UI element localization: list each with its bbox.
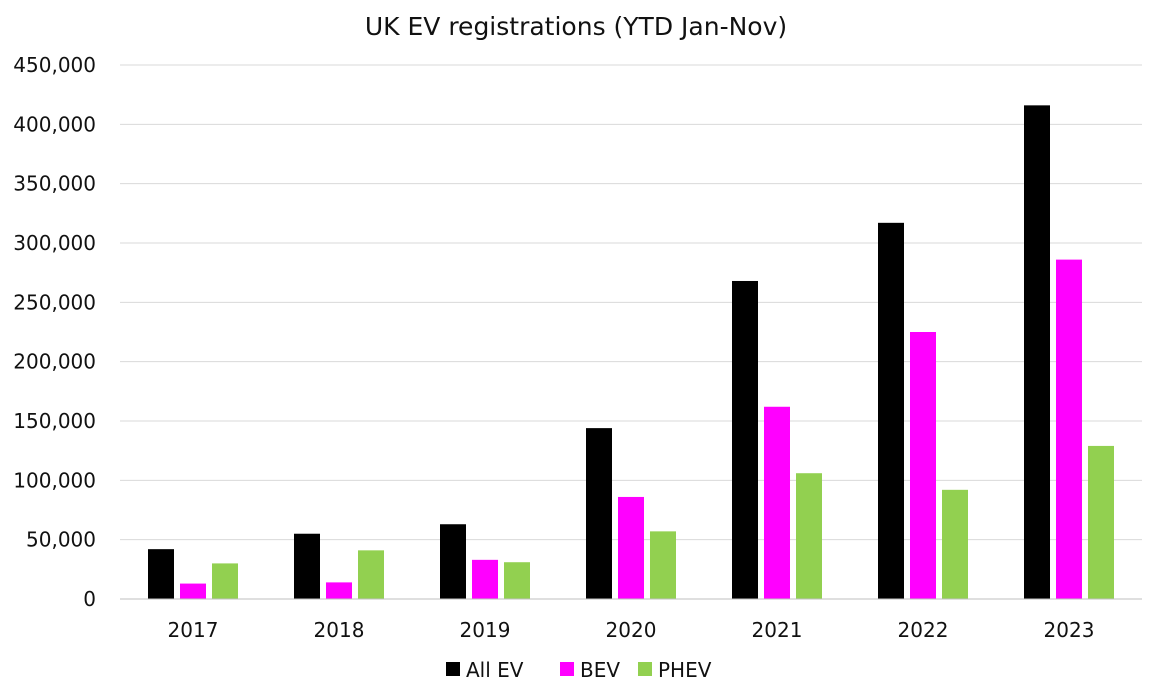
x-tick-label: 2018 bbox=[314, 618, 365, 642]
legend-swatch-phev bbox=[638, 662, 652, 676]
bar-bev-2023 bbox=[1056, 259, 1082, 599]
gridlines bbox=[120, 64, 1142, 541]
chart-title: UK EV registrations (YTD Jan-Nov) bbox=[365, 12, 787, 41]
bar-bev-2019 bbox=[472, 559, 498, 599]
bar-phev-2023 bbox=[1088, 445, 1114, 599]
bar-all-ev-2020 bbox=[586, 428, 612, 599]
bar-phev-2017 bbox=[212, 563, 238, 599]
x-axis-ticks: 2017 2018 2019 2020 2021 2022 2023 bbox=[168, 618, 1095, 642]
legend-swatch-all-ev bbox=[446, 662, 460, 676]
bar-all-ev-2018 bbox=[294, 533, 320, 599]
legend-label: All EV bbox=[466, 658, 524, 682]
y-tick-label: 150,000 bbox=[13, 409, 96, 433]
y-tick-label: 200,000 bbox=[13, 350, 96, 374]
bar-all-ev-2017 bbox=[148, 549, 174, 599]
legend-swatch-bev bbox=[560, 662, 574, 676]
bar-bev-2022 bbox=[910, 332, 936, 599]
y-tick-label: 100,000 bbox=[13, 468, 96, 492]
bar-phev-2022 bbox=[942, 489, 968, 599]
x-tick-label: 2019 bbox=[460, 618, 511, 642]
bars bbox=[148, 105, 1114, 599]
bar-all-ev-2023 bbox=[1024, 105, 1050, 599]
bar-bev-2017 bbox=[180, 583, 206, 599]
bar-phev-2021 bbox=[796, 473, 822, 599]
bar-all-ev-2021 bbox=[732, 280, 758, 599]
bar-bev-2018 bbox=[326, 582, 352, 599]
y-tick-label: 350,000 bbox=[13, 172, 96, 196]
y-axis-ticks: 0 50,000 100,000 150,000 200,000 250,000 300,0… bbox=[13, 53, 96, 611]
y-tick-label: 250,000 bbox=[13, 290, 96, 314]
y-tick-label: 400,000 bbox=[13, 112, 96, 136]
bar-phev-2020 bbox=[650, 531, 676, 599]
x-tick-label: 2021 bbox=[752, 618, 803, 642]
bar-phev-2018 bbox=[358, 550, 384, 599]
x-tick-label: 2017 bbox=[168, 618, 219, 642]
y-tick-label: 0 bbox=[83, 587, 96, 611]
bar-phev-2019 bbox=[504, 562, 530, 599]
legend: All EV BEV PHEV bbox=[446, 658, 712, 682]
y-tick-label: 300,000 bbox=[13, 231, 96, 255]
x-tick-label: 2020 bbox=[606, 618, 657, 642]
y-tick-label: 50,000 bbox=[26, 528, 96, 552]
x-tick-label: 2023 bbox=[1044, 618, 1095, 642]
legend-label: PHEV bbox=[658, 658, 712, 682]
bar-all-ev-2019 bbox=[440, 524, 466, 599]
bar-bev-2021 bbox=[764, 406, 790, 599]
legend-label: BEV bbox=[580, 658, 620, 682]
x-tick-label: 2022 bbox=[898, 618, 949, 642]
bar-bev-2020 bbox=[618, 496, 644, 599]
bar-all-ev-2022 bbox=[878, 222, 904, 599]
y-tick-label: 450,000 bbox=[13, 53, 96, 77]
